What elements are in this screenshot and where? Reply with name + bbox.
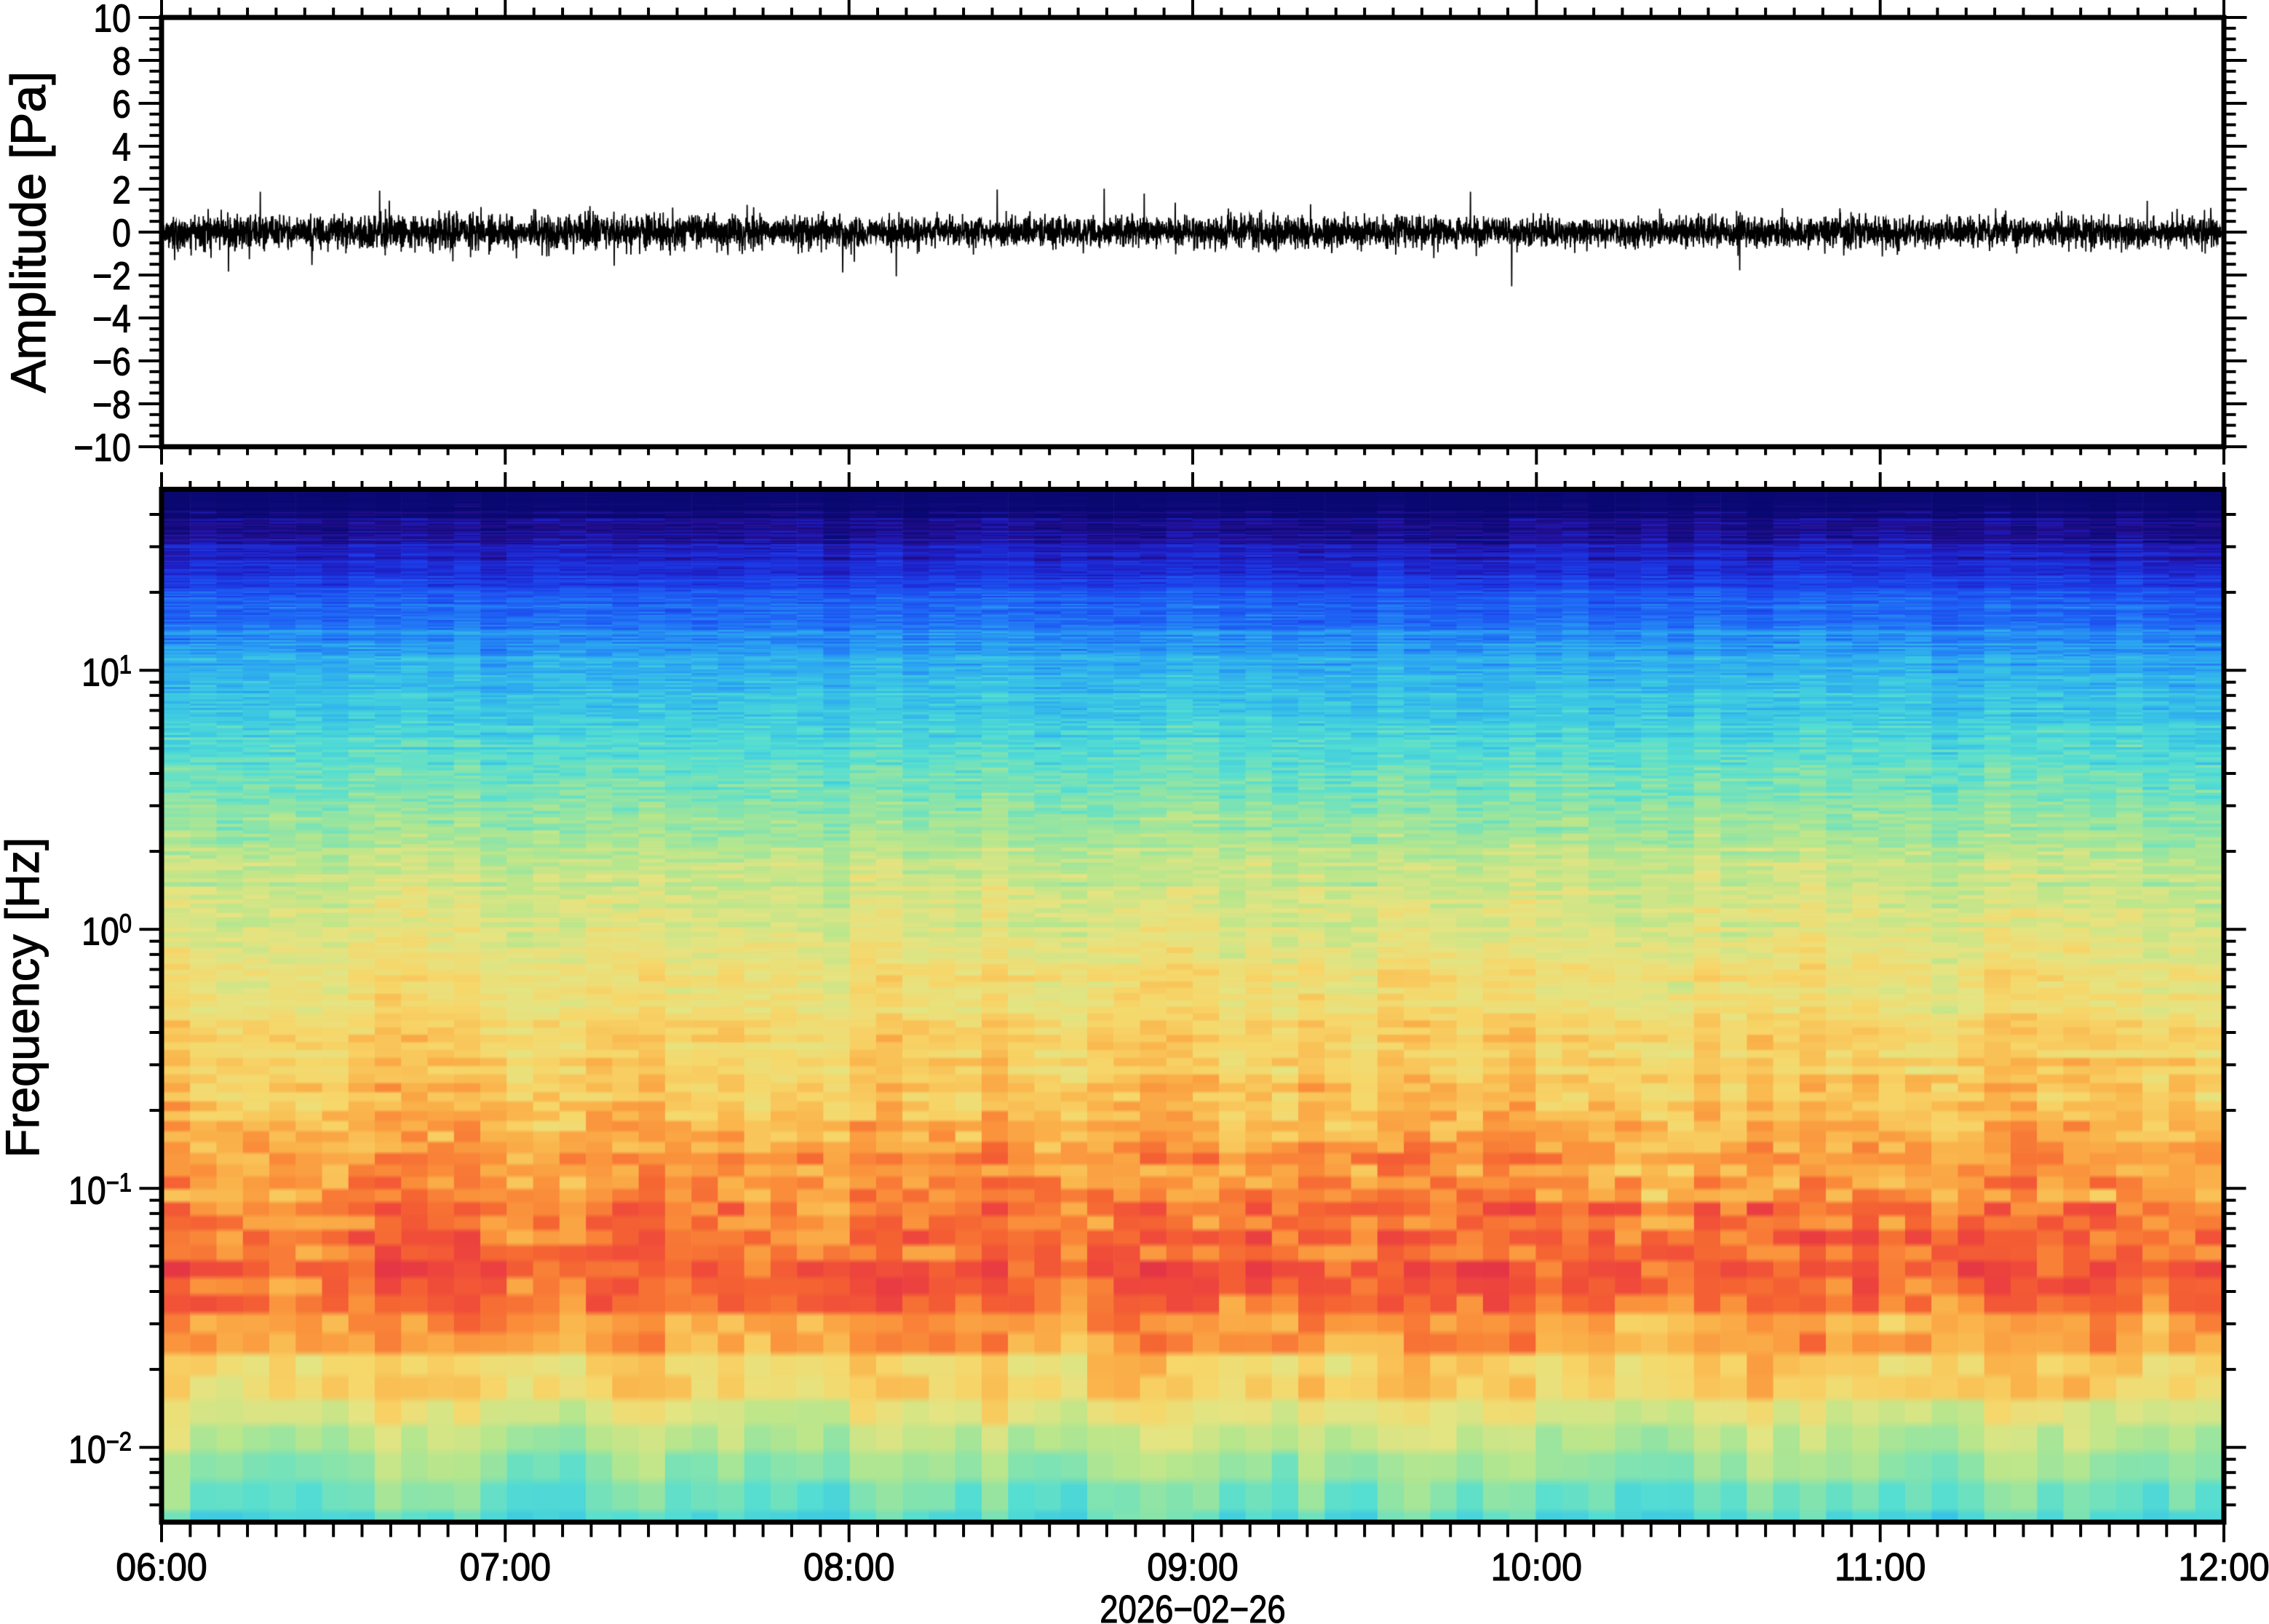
svg-text:Frequency [Hz]: Frequency [Hz]: [0, 837, 49, 1158]
svg-text:12:00: 12:00: [2178, 1545, 2269, 1589]
svg-text:11:00: 11:00: [1835, 1545, 1926, 1589]
svg-text:0: 0: [112, 210, 131, 255]
svg-text:10−2: 10−2: [68, 1427, 132, 1471]
svg-text:−2: −2: [92, 253, 131, 298]
svg-text:4: 4: [112, 124, 131, 169]
svg-text:8: 8: [112, 39, 131, 83]
svg-text:6: 6: [112, 81, 131, 126]
svg-text:2026−02−26: 2026−02−26: [1100, 1587, 1285, 1624]
svg-text:−10: −10: [73, 425, 131, 469]
svg-text:−4: −4: [92, 296, 131, 341]
svg-text:−8: −8: [92, 382, 131, 426]
svg-text:10: 10: [93, 0, 131, 40]
svg-text:07:00: 07:00: [460, 1545, 552, 1589]
svg-text:Amplitude [Pa]: Amplitude [Pa]: [1, 71, 56, 393]
svg-text:−6: −6: [92, 339, 131, 383]
svg-text:100: 100: [82, 909, 132, 953]
svg-text:2: 2: [112, 167, 131, 212]
svg-text:10:00: 10:00: [1491, 1545, 1583, 1589]
svg-text:06:00: 06:00: [116, 1545, 207, 1589]
svg-text:08:00: 08:00: [803, 1545, 895, 1589]
svg-text:09:00: 09:00: [1147, 1545, 1239, 1589]
svg-text:10−1: 10−1: [68, 1168, 132, 1212]
svg-text:101: 101: [82, 650, 132, 694]
